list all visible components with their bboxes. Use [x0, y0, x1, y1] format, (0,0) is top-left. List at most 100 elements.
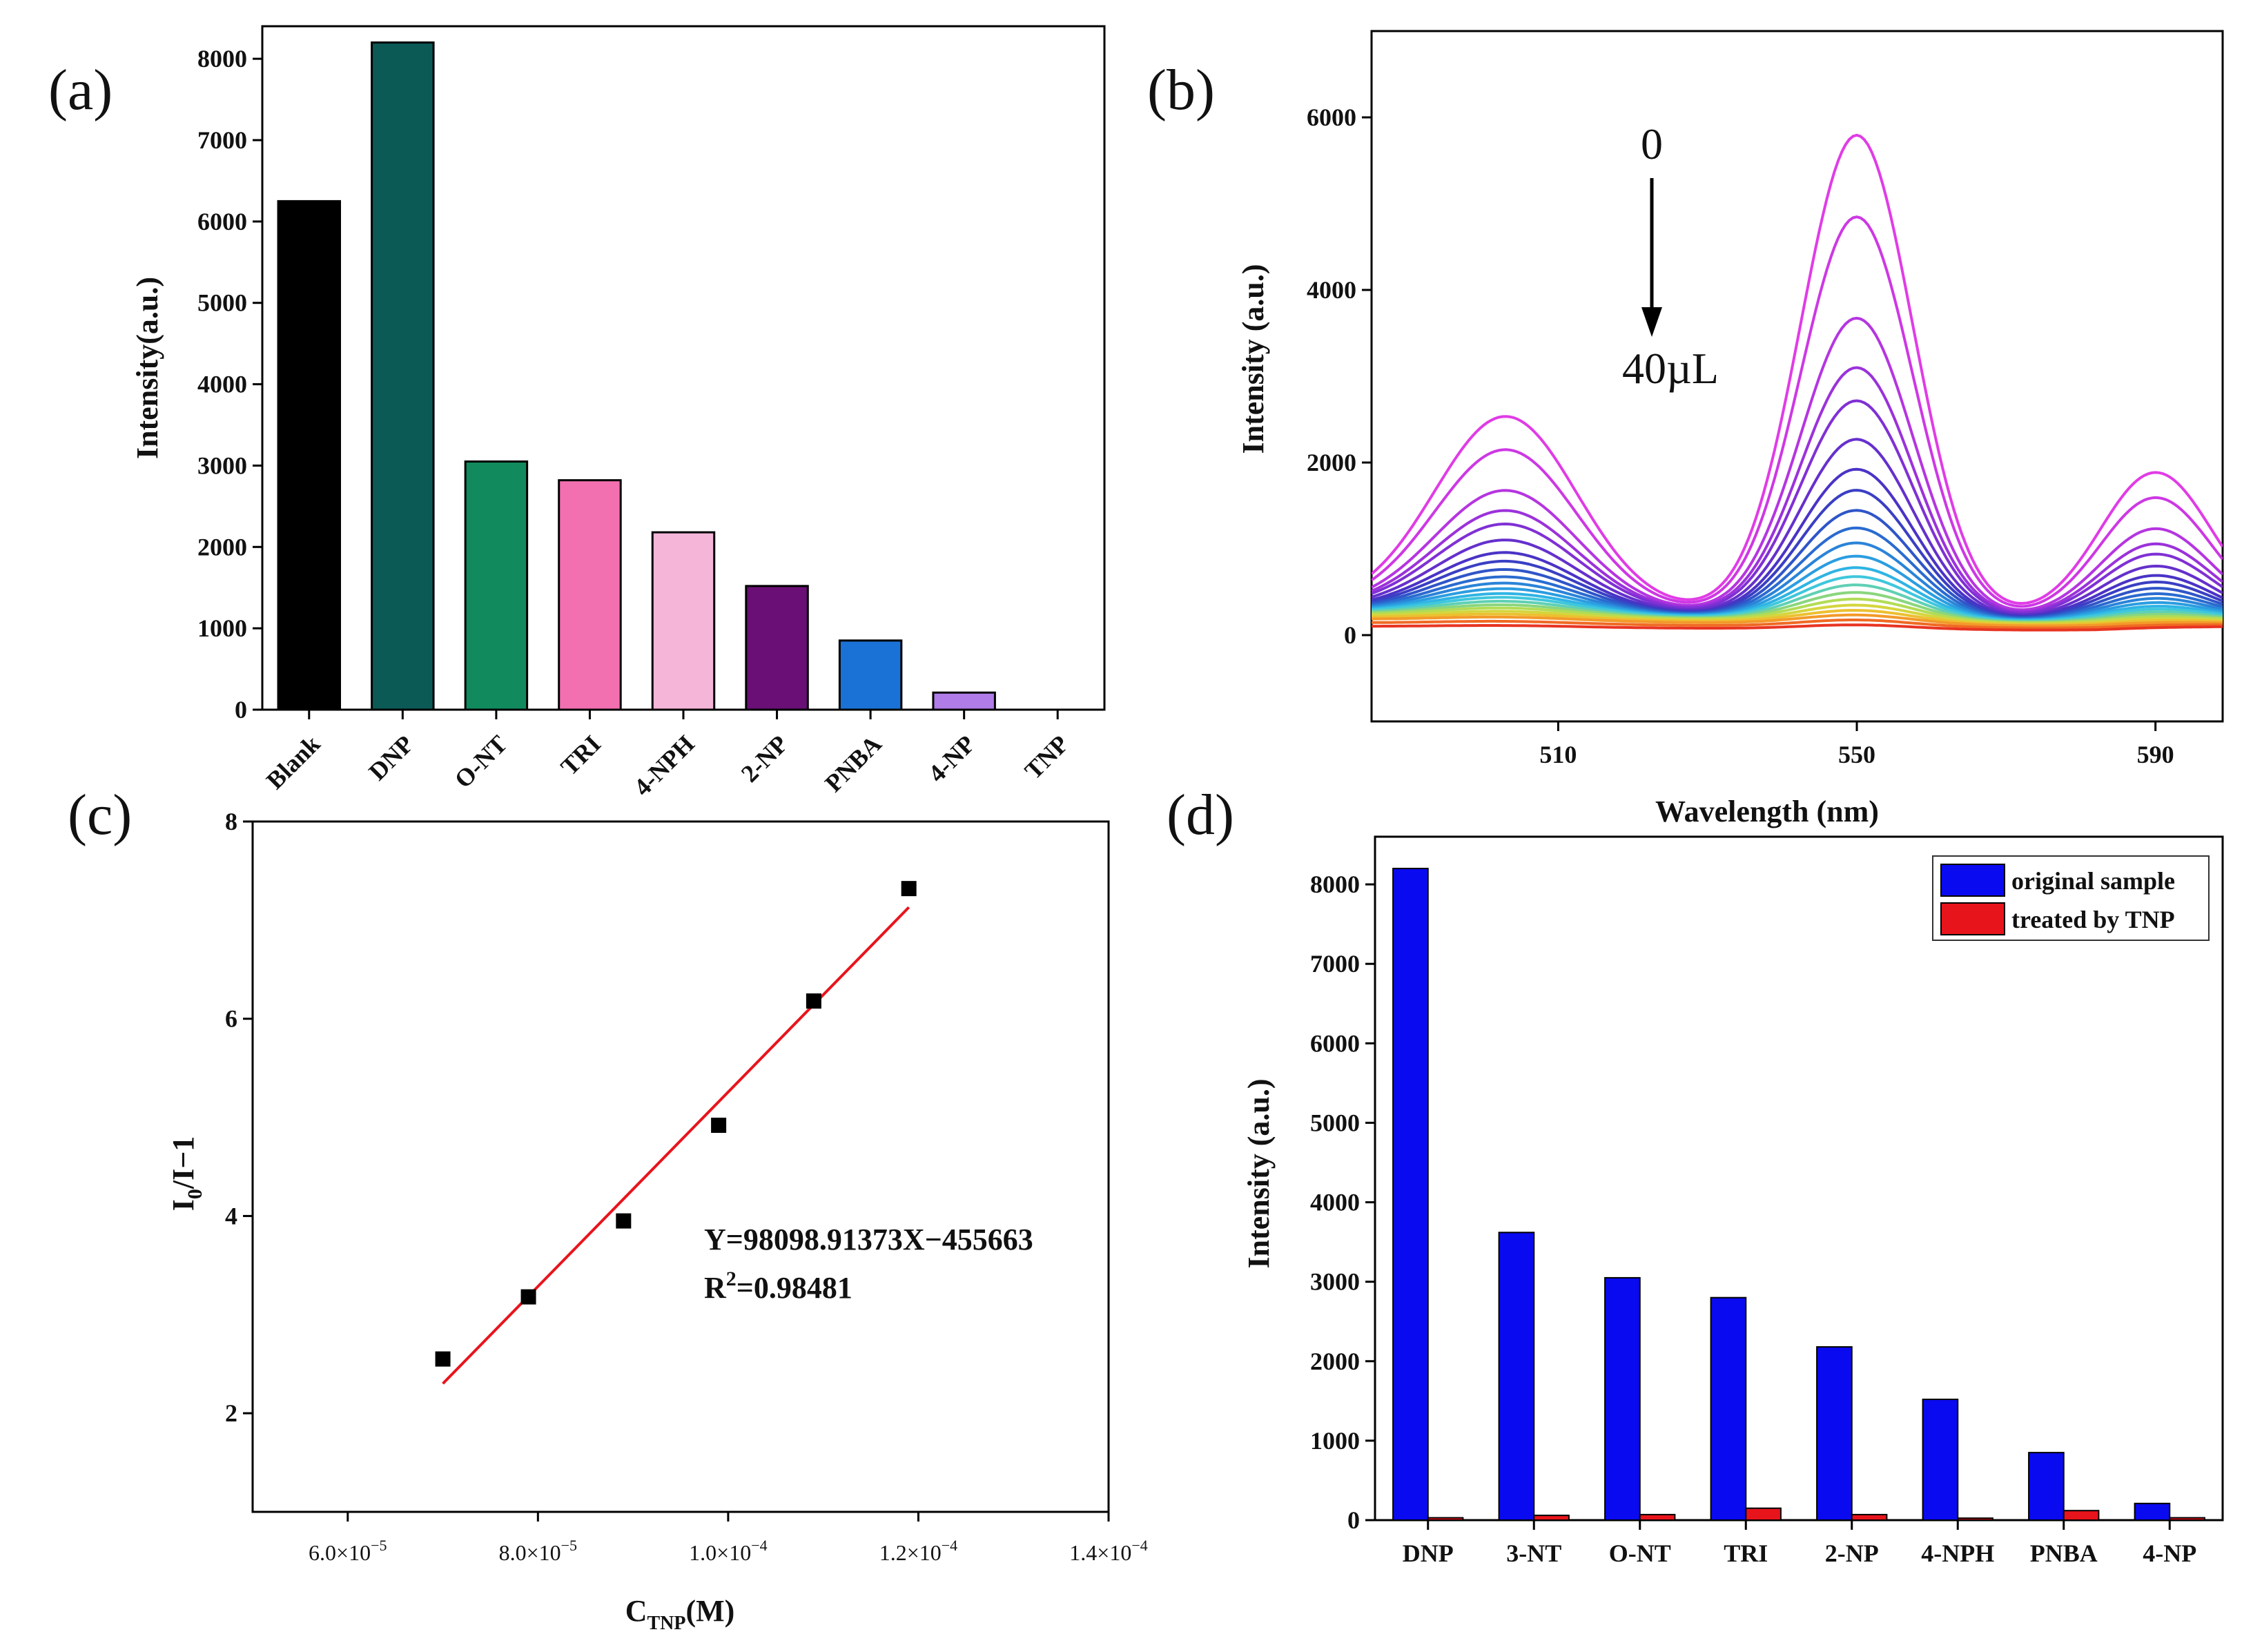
- panel-d-bar-original: [1392, 868, 1429, 1521]
- panel-d-bars: [1392, 868, 2205, 1522]
- panel-a-bar: [745, 585, 809, 711]
- panel-b-spectrum-line: [1372, 316, 2223, 612]
- panel-c-y-tick-label: 4: [225, 1202, 237, 1230]
- panel-d-bar-treated: [1957, 1517, 1993, 1521]
- panel-c-x-tick-label: 1.4×10−4: [1069, 1537, 1147, 1565]
- panel-c-x-tick-label: 1.2×10−4: [879, 1537, 957, 1565]
- panel-c-data-point: [435, 1351, 451, 1367]
- panel-a-bar: [464, 460, 529, 711]
- panel-b-y-tick-label: 4000: [1307, 276, 1356, 304]
- panel-a-y-ticks: 0 1000 2000 3000 4000 5000 6000 7000 8000: [197, 45, 262, 723]
- panel-b-y-axis-title: Intensity (a.u.): [1236, 264, 1270, 454]
- panel-c-points: [435, 881, 917, 1367]
- panel-a-bar: [558, 479, 622, 711]
- panel-d-y-ticks: 0 1000 2000 3000 4000 5000 6000 7000 8000: [1310, 871, 1375, 1534]
- panel-b-spectrum-line: [1372, 366, 2223, 613]
- panel-c-data-point: [901, 881, 917, 897]
- panel-b-spectrum-line: [1372, 133, 2223, 605]
- panel-d-x-tick-label: O-NT: [1609, 1539, 1671, 1567]
- panel-b-spectrum-line: [1372, 575, 2223, 623]
- panel-a-y-tick-label: 3000: [197, 451, 247, 479]
- panel-d-legend: original sample treated by TNP: [1932, 855, 2210, 941]
- panel-a-bar: [838, 639, 903, 711]
- panel-d-bar-original: [1604, 1276, 1641, 1522]
- panel-d-bar-treated: [2169, 1517, 2205, 1522]
- panel-c-x-ticks: 6.0×10−5 8.0×10−5 1.0×10−4 1.2×10−4 1.4×10−4: [309, 1512, 1148, 1565]
- panel-d-bar-original: [1922, 1399, 1959, 1522]
- panel-d-bar-original: [1498, 1232, 1535, 1521]
- panel-a-y-tick-label: 2000: [197, 533, 247, 561]
- panel-c-y-tick-label: 8: [225, 808, 237, 835]
- panel-c-letter: (c): [68, 783, 132, 847]
- panel-a-y-tick-label: 1000: [197, 614, 247, 642]
- panel-d-bar-treated: [1427, 1517, 1464, 1522]
- panel-d-x-tick-label: 2-NP: [1825, 1539, 1879, 1567]
- panel-c-x-tick-label: 1.0×10−4: [689, 1537, 767, 1565]
- panel-a-y-tick-label: 8000: [197, 45, 247, 72]
- panel-c-r-squared: R2=0.98481: [704, 1267, 852, 1305]
- panel-d-bar-original: [1816, 1346, 1853, 1521]
- panel-d-bar-original: [2134, 1502, 2171, 1522]
- panel-a-bar: [932, 691, 996, 711]
- panel-d-y-tick-label: 8000: [1310, 871, 1360, 898]
- panel-b-arrow-head: [1641, 307, 1662, 337]
- panel-b-x-tick-label: 510: [1539, 741, 1577, 768]
- panel-b-spectrum-line: [1372, 613, 2223, 628]
- panel-d-y-tick-label: 2000: [1310, 1348, 1360, 1375]
- panel-b-letter: (b): [1147, 58, 1215, 122]
- panel-a-y-tick-label: 6000: [197, 208, 247, 235]
- panel-d-bar-original: [1710, 1296, 1747, 1522]
- panel-a-y-tick-label: 0: [235, 696, 247, 723]
- panel-c-y-axis-title: I0/I−1: [166, 1136, 206, 1212]
- panel-d-bar-treated: [1533, 1515, 1570, 1521]
- panel-b-x-tick-label: 550: [1838, 741, 1875, 768]
- panel-d-letter: (d): [1167, 783, 1234, 847]
- panel-c-frame: [251, 820, 1110, 1513]
- panel-a-y-tick-label: 5000: [197, 289, 247, 317]
- panel-b-spectrum-line: [1372, 467, 2223, 617]
- panel-d-x-labels: DNP 3-NT O-NT TRI 2-NP 4-NPH PNBA 4-NP: [1403, 1520, 2196, 1567]
- panel-d: (d) 0 1000 2000 3000 4000 5000 6000 7000 8000 DN…: [1167, 783, 2224, 1567]
- panel-b-spectrum-line: [1372, 526, 2223, 620]
- panel-b-spectra: [1372, 133, 2223, 632]
- panel-c-y-ticks: 2 4 6 8: [225, 808, 253, 1427]
- panel-b-x-tick-label: 590: [2137, 741, 2174, 768]
- panel-d-bar-original: [2028, 1452, 2065, 1521]
- panel-b-spectrum-line: [1372, 399, 2223, 614]
- legend-label-original: original sample: [2011, 867, 2175, 895]
- panel-c-equation: Y=98098.91373X−455663: [704, 1223, 1033, 1256]
- panel-a-bar: [371, 41, 435, 711]
- panel-d-x-tick-label: PNBA: [2030, 1539, 2098, 1567]
- panel-d-x-tick-label: 4-NP: [2143, 1539, 2196, 1567]
- legend-swatch-treated: [1940, 902, 2005, 935]
- panel-b-y-tick-label: 0: [1344, 621, 1356, 649]
- panel-d-bar-treated: [1745, 1507, 1782, 1522]
- panel-d-x-tick-label: TRI: [1724, 1539, 1768, 1567]
- panel-d-y-tick-label: 4000: [1310, 1189, 1360, 1216]
- panel-b-y-tick-label: 2000: [1307, 449, 1356, 476]
- panel-b-x-ticks: 510 550 590: [1539, 721, 2174, 768]
- panel-b-y-tick-label: 6000: [1307, 104, 1356, 131]
- panel-c-x-tick-label: 8.0×10−5: [499, 1537, 577, 1565]
- panel-b-spectrum-line: [1372, 438, 2223, 616]
- panel-c-fit-line: [442, 906, 910, 1385]
- panel-b-spectrum-line: [1372, 489, 2223, 619]
- panel-c-y-tick-label: 6: [225, 1005, 237, 1033]
- panel-c-x-tick-label: 6.0×10−5: [309, 1537, 387, 1565]
- panel-a-y-tick-label: 4000: [197, 371, 247, 398]
- panel-b-spectrum-line: [1372, 554, 2223, 621]
- panel-a-y-axis-title: Intensity(a.u.): [130, 277, 164, 459]
- panel-d-y-tick-label: 1000: [1310, 1427, 1360, 1455]
- panel-b-spectrum-line: [1372, 619, 2223, 630]
- panel-b-frame: [1370, 30, 2224, 723]
- panel-a-y-tick-label: 7000: [197, 126, 247, 154]
- panel-b-y-ticks: 0 2000 4000 6000: [1307, 104, 1372, 649]
- panel-b-x-axis-title: Wavelength (nm): [1655, 795, 1879, 828]
- panel-c-data-point: [711, 1118, 727, 1133]
- panel-c-data-point: [616, 1213, 632, 1229]
- panel-a-letter: (a): [48, 58, 113, 122]
- panel-d-bar-treated: [1639, 1513, 1676, 1522]
- panel-b-annotation-end: 40µL: [1622, 344, 1719, 393]
- panel-d-y-tick-label: 5000: [1310, 1109, 1360, 1136]
